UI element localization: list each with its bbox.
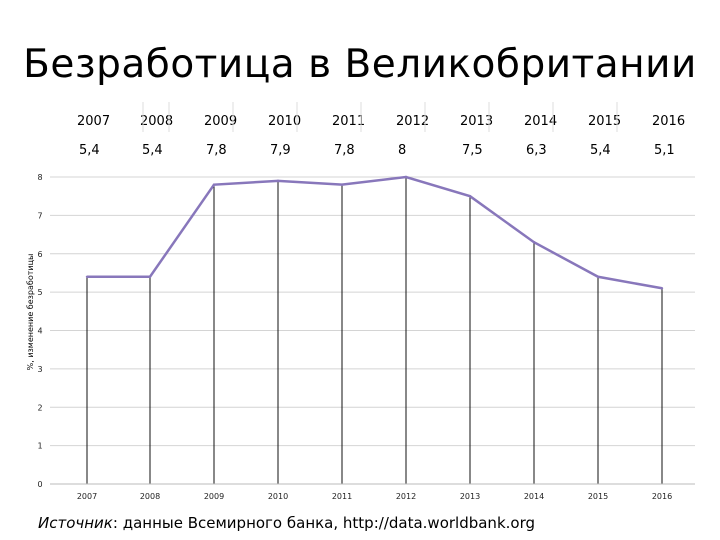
x-tick-label: 2016 [652,492,672,501]
table-year: 2008 [140,114,173,129]
table-year: 2012 [396,114,429,129]
data-point [468,194,472,198]
source-note: Источник: данные Всемирного банка, http:… [38,514,535,532]
x-tick-label: 2010 [268,492,288,501]
y-tick-label: 5 [37,288,42,297]
data-point [340,183,344,186]
source-text: : данные Всемирного банка, http://data.w… [112,514,535,532]
y-tick-label: 7 [37,211,42,220]
table-year: 2014 [524,114,557,129]
y-tick-label: 6 [37,250,42,259]
table-value: 8 [398,143,406,158]
y-tick-label: 0 [37,480,42,489]
y-tick-label: 3 [37,365,42,374]
data-point [148,275,152,278]
table-value: 5,4 [590,143,611,158]
x-tick-label: 2015 [588,492,608,501]
x-tick-label: 2013 [460,492,480,501]
x-tick-label: 2008 [140,492,160,501]
table-value: 7,5 [462,143,483,158]
table-value: 7,8 [334,143,355,158]
table-year: 2013 [460,114,493,129]
table-year: 2009 [204,114,237,129]
table-value: 6,3 [526,143,547,158]
y-tick-label: 8 [37,173,42,182]
x-tick-label: 2011 [332,492,352,501]
table-value: 5,4 [142,143,163,158]
table-year: 2011 [332,114,365,129]
data-point [212,183,216,186]
data-point [276,179,280,183]
table-value: 7,8 [206,143,227,158]
table-year: 2016 [652,114,685,129]
table-value: 7,9 [270,143,291,158]
page-title: Безработица в Великобритании [23,42,697,87]
series-line [87,175,663,290]
x-tick-label: 2009 [204,492,224,501]
source-prefix: Источник [38,514,113,532]
y-tick-label: 2 [37,403,42,412]
x-tick-label: 2012 [396,492,416,501]
y-tick-label: 4 [37,327,42,336]
y-tick-label: 1 [37,442,42,451]
data-point [660,287,664,290]
x-tick-label: 2014 [524,492,544,501]
table-year: 2010 [268,114,301,129]
data-point [596,275,600,278]
table-value: 5,4 [79,143,100,158]
table-year: 2007 [77,114,110,129]
table-year: 2015 [588,114,621,129]
y-axis-label: %, изменение безработицы [26,254,35,371]
table-value: 5,1 [654,143,675,158]
data-point [404,175,408,179]
data-point [85,275,89,278]
x-tick-label: 2007 [77,492,97,501]
data-point [532,241,536,244]
